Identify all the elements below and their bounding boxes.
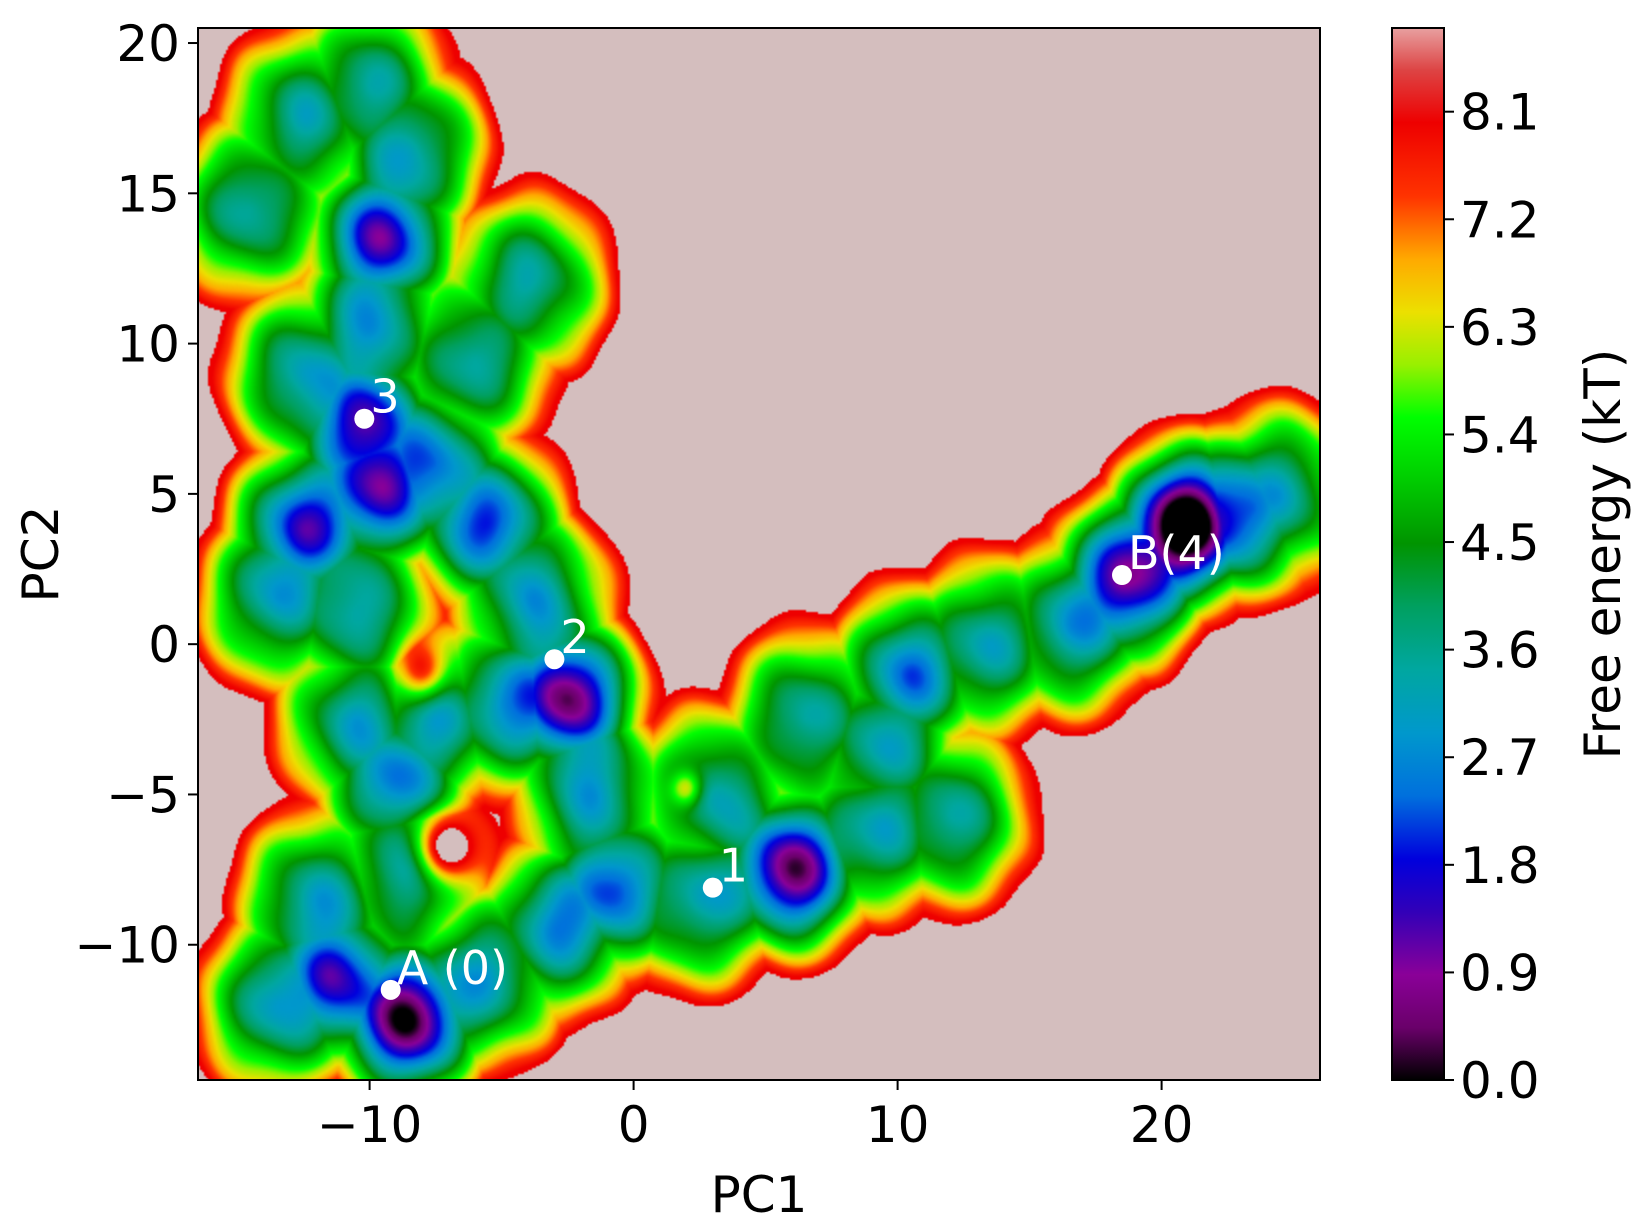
colorbar-tick-label: 8.1	[1460, 84, 1540, 142]
x-tick-label: 0	[618, 1096, 650, 1154]
colorbar-tick-label: 7.2	[1460, 191, 1540, 249]
colorbar-tick-label: 5.4	[1460, 406, 1540, 464]
colorbar-tick-label: 1.8	[1460, 837, 1540, 895]
y-axis: −10 −5 0 5 10 15 20	[74, 15, 198, 975]
plot-area: 3 2 B(4) 1 A (0)	[197, 27, 1321, 1081]
plot-frame	[197, 27, 1321, 1081]
y-tick-label: 20	[116, 15, 180, 73]
x-axis: −10 0 10 20	[317, 1080, 1194, 1154]
free-energy-heatmap	[198, 28, 1320, 1080]
colorbar-ticks: 0.0 0.9 1.8 2.7 3.6 4.5 5.4 6.3 7.2 8.1	[1444, 84, 1540, 1110]
colorbar: 0.0 0.9 1.8 2.7 3.6 4.5 5.4 6.3 7.2 8.1 Free ener…	[1391, 27, 1632, 1110]
y-tick-label: 0	[148, 616, 180, 674]
colorbar-tick-label: 2.7	[1460, 729, 1540, 787]
colorbar-tick-label: 4.5	[1460, 514, 1540, 572]
heatmap-image	[198, 28, 1320, 1080]
x-tick-label: 10	[866, 1096, 930, 1154]
y-tick-label: 5	[148, 466, 180, 524]
colorbar-tick-label: 3.6	[1460, 622, 1540, 680]
state-marker-label: 1	[719, 839, 748, 893]
state-marker-point	[354, 408, 375, 429]
state-marker-label: 2	[560, 610, 589, 664]
colorbar-tick-label: 0.0	[1460, 1052, 1540, 1110]
x-tick-label: 20	[1130, 1096, 1194, 1154]
y-tick-label: 10	[116, 316, 180, 374]
y-tick-label: −10	[74, 917, 180, 975]
colorbar-title: Free energy (kT)	[1574, 349, 1632, 760]
state-marker-label: 3	[370, 370, 399, 424]
state-marker-point	[544, 649, 565, 670]
state-marker-label: B(4)	[1128, 526, 1225, 580]
y-tick-label: −5	[106, 766, 180, 824]
colorbar-gradient	[1391, 27, 1445, 1081]
x-tick-label: −10	[317, 1096, 423, 1154]
colorbar-tick-label: 0.9	[1460, 944, 1540, 1002]
state-marker-point	[380, 979, 401, 1000]
x-axis-title: PC1	[711, 1166, 808, 1224]
y-tick-label: 15	[116, 165, 180, 223]
state-markers: 3 2 B(4) 1 A (0)	[354, 370, 1225, 1000]
y-axis-title: PC2	[12, 506, 70, 603]
state-marker-label: A (0)	[397, 941, 508, 995]
state-marker-point	[1112, 565, 1132, 586]
state-marker-point	[702, 877, 723, 898]
colorbar-tick-label: 6.3	[1460, 299, 1540, 357]
